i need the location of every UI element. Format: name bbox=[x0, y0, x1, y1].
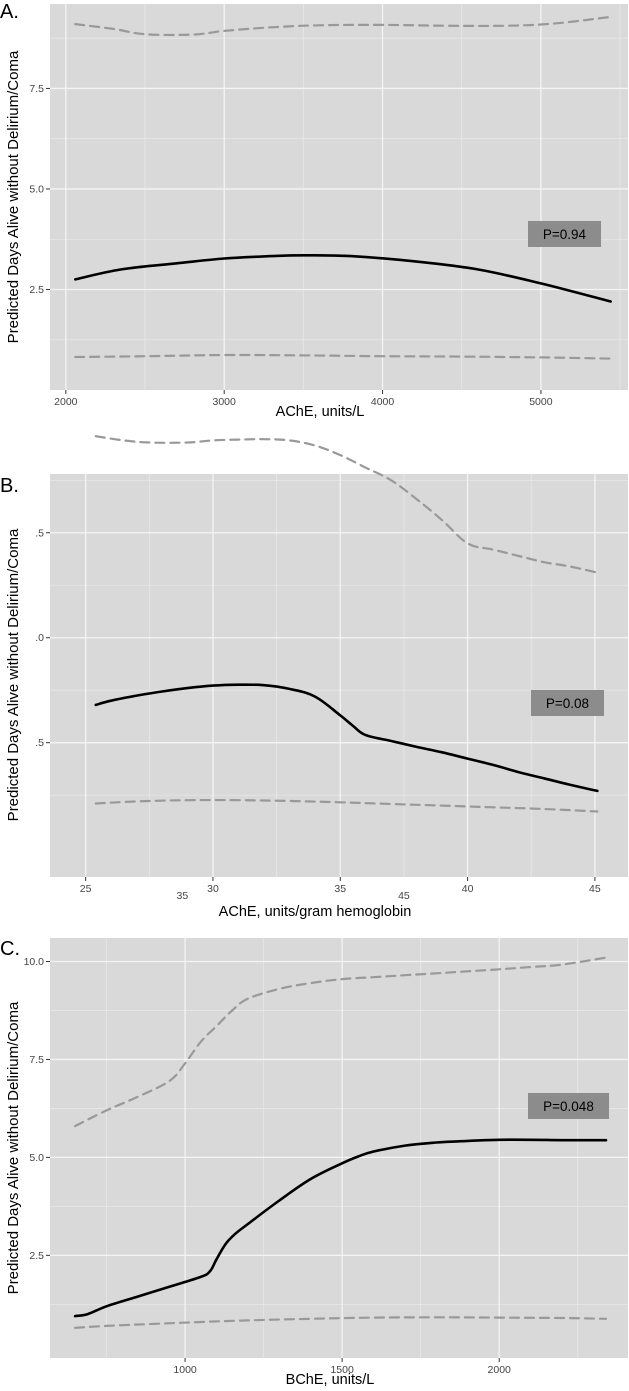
panel-b-fit-line bbox=[94, 683, 599, 793]
panel-b-y-axis-label: Predicted Days Alive without Delirium/Co… bbox=[5, 528, 22, 821]
panel-a-p-value-badge: P=0.94 bbox=[528, 221, 601, 247]
panel-c-p-value-box bbox=[528, 1093, 609, 1119]
panel-b-p-value: P=0.08 bbox=[546, 696, 589, 711]
panel-c-letter: C. bbox=[0, 938, 20, 960]
panel-a-x-ticks: 2000 3000 4000 5000 bbox=[54, 390, 553, 408]
panel-c-lower-ci-line bbox=[74, 1316, 608, 1329]
panel-b-y-tick-label-1: .0 bbox=[35, 632, 44, 644]
panel-a-p-value: P=0.94 bbox=[543, 227, 587, 242]
panel-c-y-axis-label: Predicted Days Alive without Delirium/Co… bbox=[5, 1001, 22, 1294]
panel-b-y-tick-label-0: .5 bbox=[35, 737, 44, 749]
panel-c-series bbox=[73, 956, 608, 1329]
panel-c-y-tick-label-0: 2.5 bbox=[29, 1250, 44, 1262]
panel-b-series bbox=[94, 435, 599, 813]
panel-c-y-tick-label-1: 5.0 bbox=[29, 1152, 44, 1164]
panel-a: A. 2.5 5.0 7.5 2000 3000 4000 5000 P=0.94 ACh… bbox=[0, 1, 628, 420]
panel-a-p-value-box bbox=[528, 221, 601, 247]
panel-a-letter: A. bbox=[0, 1, 19, 23]
panel-b-y-tick-label-2: .5 bbox=[35, 527, 44, 539]
panel-c-upper-ci-line bbox=[74, 956, 608, 1128]
panel-a-fit-line bbox=[74, 253, 612, 303]
panel-a-x-tick-label-0: 2000 bbox=[54, 396, 78, 408]
panel-b-x-ticks: 25 30 35 40 45 35 45 bbox=[80, 877, 601, 902]
panel-c: C. 2.5 5.0 7.5 10.0 1000 1500 2000 P=0.048 BC… bbox=[0, 938, 628, 1388]
panel-c-x-tick-label-1: 1500 bbox=[330, 1364, 354, 1376]
panel-b-upper-ci-line bbox=[94, 435, 599, 574]
panel-b-y-ticks: .5 .0 .5 bbox=[35, 527, 50, 749]
panel-b-x-tick-label-4: 45 bbox=[589, 883, 601, 895]
panel-b-p-value-badge: P=0.08 bbox=[531, 690, 604, 716]
panel-c-x-axis-label: BChE, units/L bbox=[286, 1372, 375, 1388]
panel-b-x-tick-label-2: 35 bbox=[334, 883, 346, 895]
panel-b-lower-ci-line bbox=[94, 798, 599, 813]
panel-b-plot-area bbox=[50, 474, 628, 877]
panel-a-upper-ci-line bbox=[74, 15, 612, 37]
panel-c-x-tick-label-0: 1000 bbox=[173, 1364, 197, 1376]
panel-c-fit-line bbox=[73, 1138, 608, 1318]
panel-a-series bbox=[74, 15, 612, 360]
panel-b-grid bbox=[50, 474, 628, 877]
panel-a-grid bbox=[50, 4, 628, 390]
panel-b-x-tick-label-0: 25 bbox=[80, 883, 92, 895]
panel-a-x-tick-label-1: 3000 bbox=[213, 396, 237, 408]
panel-a-lower-ci-line bbox=[74, 353, 612, 360]
panel-b-x-tick-label-3: 40 bbox=[462, 883, 474, 895]
panel-c-x-tick-label-2: 2000 bbox=[488, 1364, 512, 1376]
panel-c-y-ticks: 2.5 5.0 7.5 10.0 bbox=[24, 956, 50, 1262]
panel-a-plot-area bbox=[50, 4, 628, 390]
panel-a-y-ticks: 2.5 5.0 7.5 bbox=[29, 83, 50, 296]
panel-b-x-tick-label-1: 30 bbox=[207, 883, 219, 895]
panel-a-y-axis-label: Predicted Days Alive without Delirium/Co… bbox=[5, 50, 22, 343]
panel-a-x-tick-label-2: 4000 bbox=[371, 396, 395, 408]
panel-c-x-ticks: 1000 1500 2000 bbox=[173, 1358, 511, 1376]
panel-a-y-tick-label-0: 2.5 bbox=[29, 284, 44, 296]
panel-c-grid bbox=[50, 938, 628, 1358]
panel-b-x-axis-label: AChE, units/gram hemoglobin bbox=[219, 904, 412, 920]
panel-c-plot-area bbox=[50, 938, 628, 1358]
panel-c-p-value: P=0.048 bbox=[543, 1099, 594, 1114]
panel-b-p-value-box bbox=[531, 690, 604, 716]
panel-b-letter: B. bbox=[0, 475, 19, 497]
panel-c-p-value-badge: P=0.048 bbox=[528, 1093, 609, 1119]
panel-a-y-tick-label-1: 5.0 bbox=[29, 183, 44, 195]
panel-a-x-axis-label: AChE, units/L bbox=[276, 404, 365, 420]
panel-c-y-tick-label-2: 7.5 bbox=[29, 1054, 44, 1066]
panel-a-x-tick-label-3: 5000 bbox=[529, 396, 553, 408]
panel-b: B. .5 .0 .5 25 30 35 40 45 35 45 P=0.08 AChE, un… bbox=[0, 435, 628, 920]
panel-a-y-tick-label-2: 7.5 bbox=[29, 83, 44, 95]
panel-c-y-tick-label-3: 10.0 bbox=[24, 956, 45, 968]
panel-b-extra-x-tick-label-0: 35 bbox=[177, 890, 189, 902]
panel-b-extra-x-tick-label-1: 45 bbox=[398, 890, 410, 902]
